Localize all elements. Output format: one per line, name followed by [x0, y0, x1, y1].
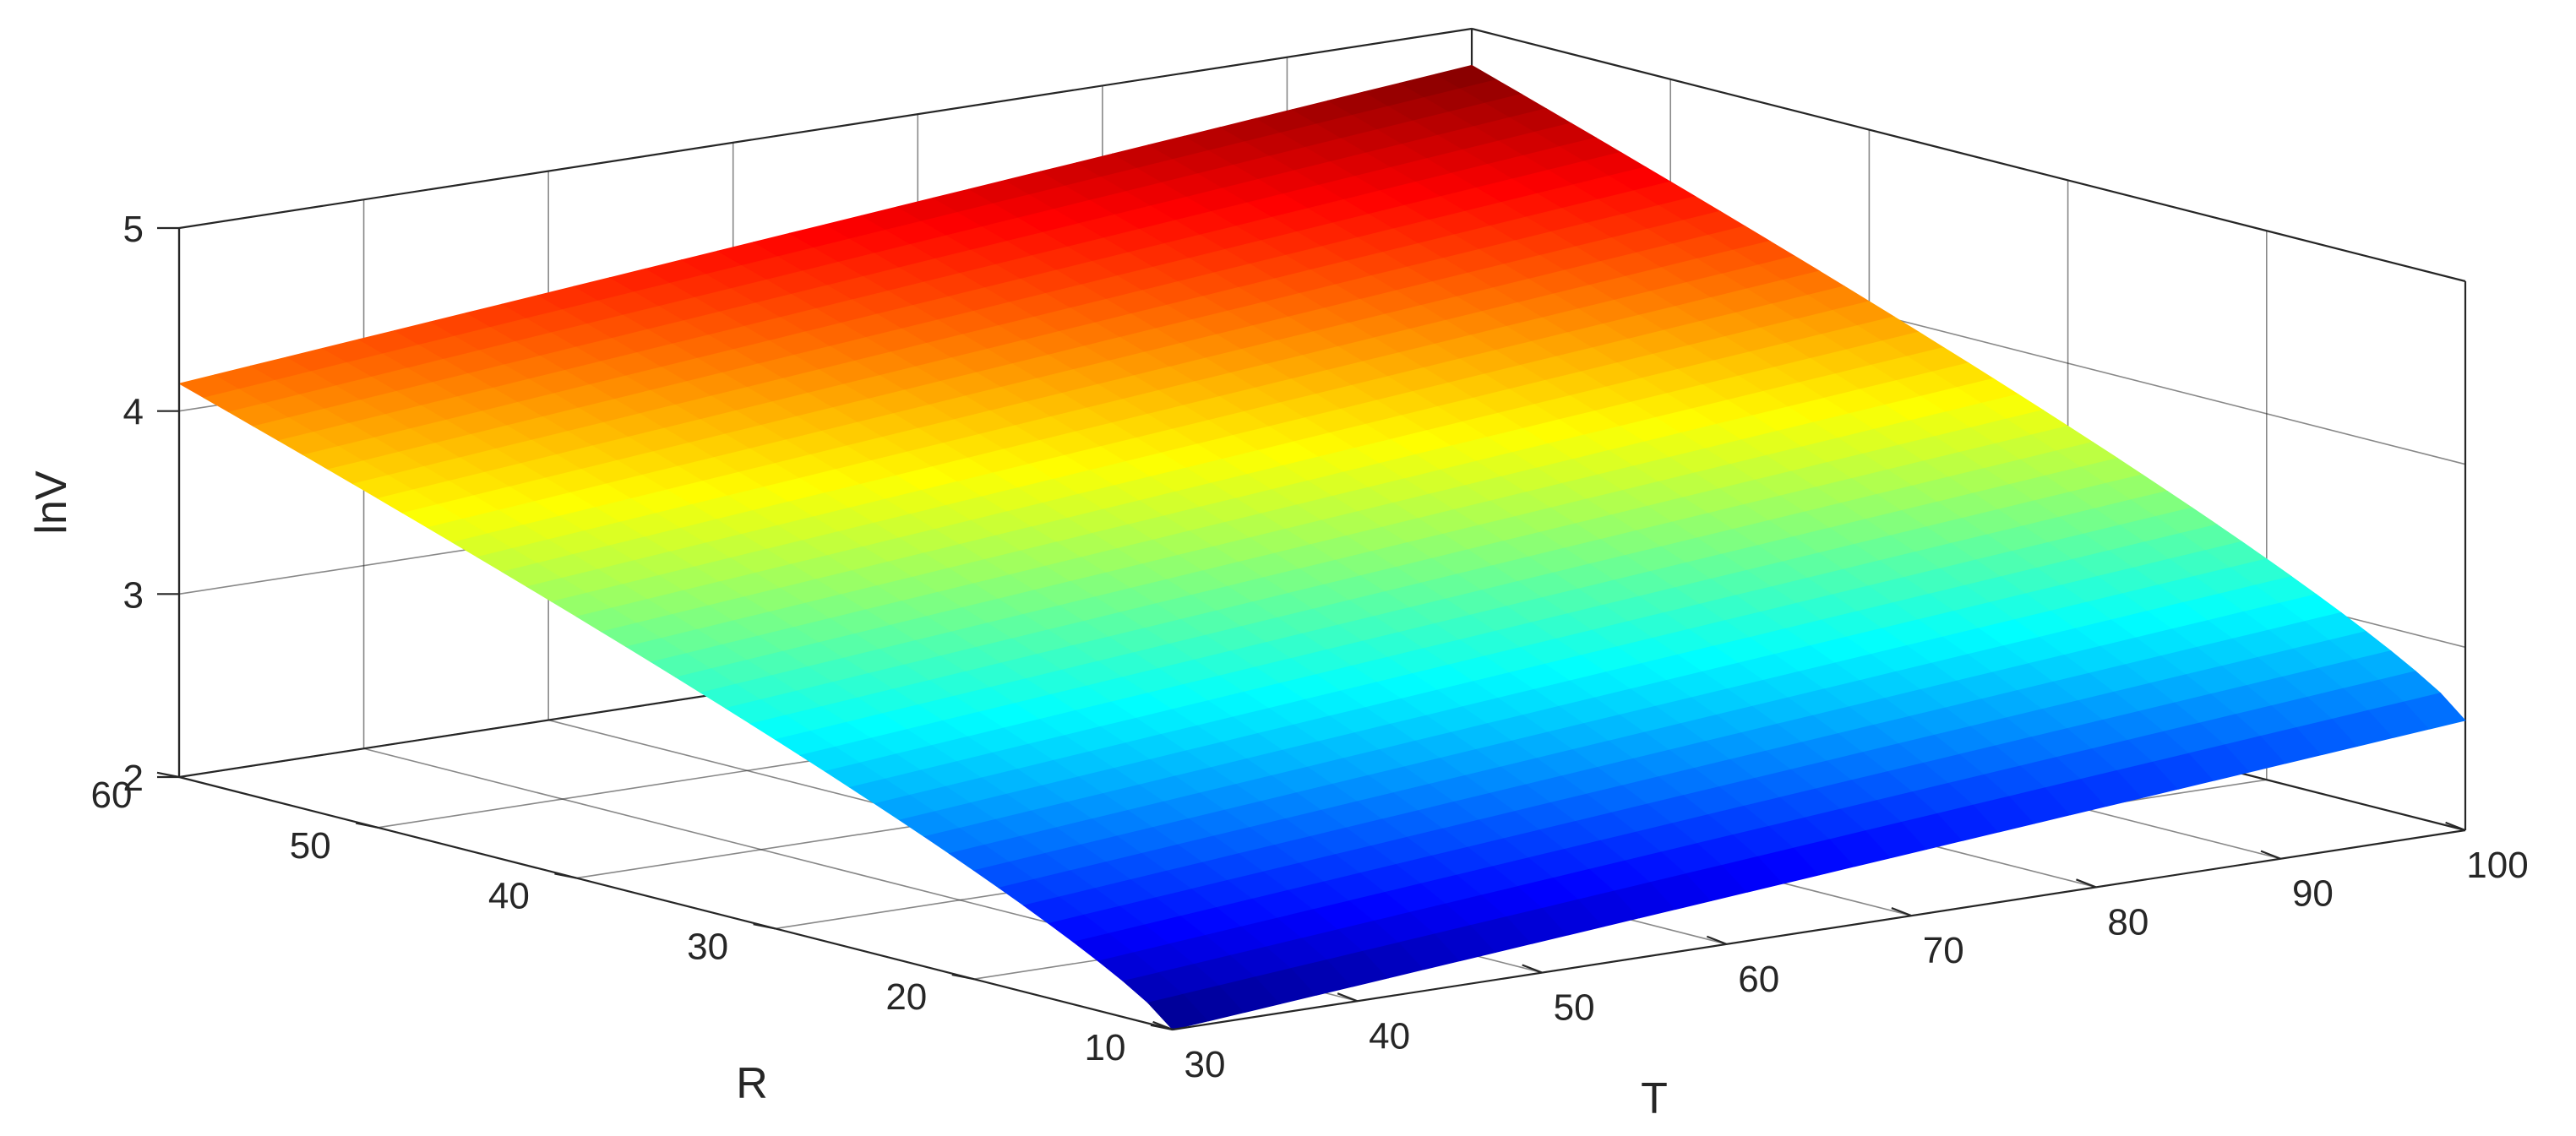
x-tick-label: 50: [1554, 987, 1595, 1029]
x-tick-mark: [1522, 964, 1543, 974]
x-tick-label: 90: [2292, 873, 2334, 915]
y-tick-mark: [951, 973, 975, 981]
x-tick-label: 100: [2466, 845, 2528, 886]
y-tick-label: 60: [91, 775, 133, 816]
z-axis-label: lnV: [27, 470, 76, 534]
y-tick-label: 50: [290, 825, 331, 867]
x-tick-mark: [2076, 878, 2097, 889]
z-tick-label: 2: [123, 758, 144, 799]
x-tick-label: 70: [1923, 930, 1964, 971]
box-edge: [178, 27, 1473, 230]
x-tick-label: 60: [1738, 959, 1779, 1000]
axes-box-front: [177, 228, 2466, 1031]
x-tick-mark: [2445, 821, 2466, 832]
y-tick-label: 30: [687, 926, 728, 967]
x-axis-label: T: [1641, 1074, 1668, 1123]
x-tick-label: 30: [1185, 1044, 1226, 1085]
y-axis-line: [178, 775, 1174, 1031]
x-axis-line: [1172, 829, 2466, 1031]
box-edge: [1471, 27, 2466, 283]
x-tick-label: 40: [1369, 1015, 1410, 1057]
y-tick-mark: [1150, 1024, 1174, 1031]
y-tick-mark: [554, 872, 577, 879]
z-tick-label: 4: [123, 392, 144, 433]
y-tick-label: 20: [885, 976, 927, 1018]
y-tick-mark: [355, 822, 379, 829]
x-tick-mark: [1337, 992, 1358, 1003]
y-tick-mark: [753, 923, 776, 930]
x-tick-mark: [1706, 935, 1728, 945]
y-tick-label: 10: [1085, 1027, 1126, 1068]
z-tick-label: 5: [123, 209, 144, 250]
surface: [177, 64, 2466, 1030]
surface-patch: [2404, 693, 2466, 730]
x-tick-mark: [1891, 907, 1912, 917]
x-tick-mark: [2260, 850, 2281, 860]
z-tick-label: 3: [123, 574, 144, 616]
y-axis-label: R: [736, 1059, 768, 1108]
x-tick-label: 80: [2107, 901, 2148, 943]
y-tick-label: 40: [488, 876, 530, 917]
